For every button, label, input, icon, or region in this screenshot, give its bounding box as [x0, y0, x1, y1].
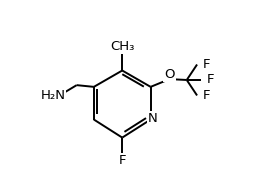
Text: F: F [203, 89, 210, 102]
Text: F: F [207, 73, 215, 87]
Text: H₂N: H₂N [41, 89, 66, 102]
Text: F: F [119, 154, 126, 167]
Text: F: F [203, 58, 210, 71]
Text: O: O [164, 68, 175, 81]
Text: CH₃: CH₃ [110, 40, 134, 53]
Text: N: N [148, 112, 157, 125]
